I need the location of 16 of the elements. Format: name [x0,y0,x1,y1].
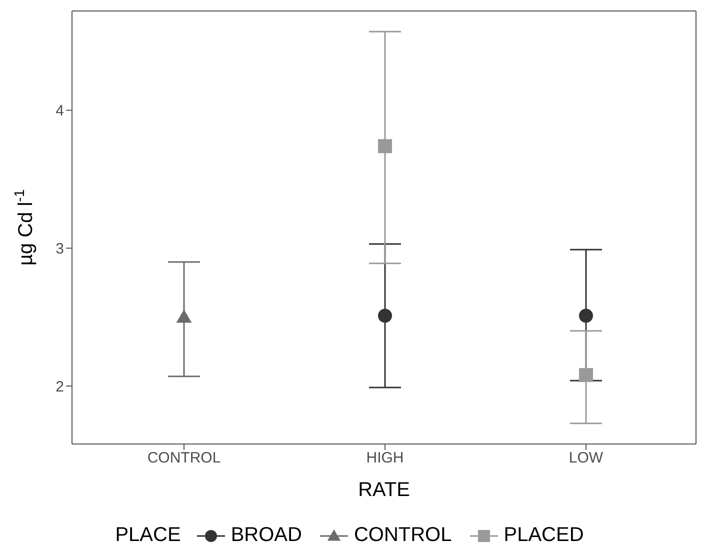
point [378,308,392,323]
y-tick-label: 2 [56,378,64,396]
legend-label: CONTROL [354,524,452,547]
legend-label: PLACED [504,524,584,547]
y-tick-label: 4 [56,102,64,120]
x-tick-label: HIGH [366,450,404,467]
point [579,308,593,323]
point [378,139,392,154]
x-tick-label: CONTROL [147,450,221,467]
x-tick-label: LOW [568,450,604,467]
x-axis-title: RATE [358,479,410,501]
legend-label: BROAD [230,524,302,547]
legend-title: PLACE [115,524,181,547]
y-tick-label: 3 [56,240,64,258]
point [579,368,593,382]
point [176,309,192,323]
